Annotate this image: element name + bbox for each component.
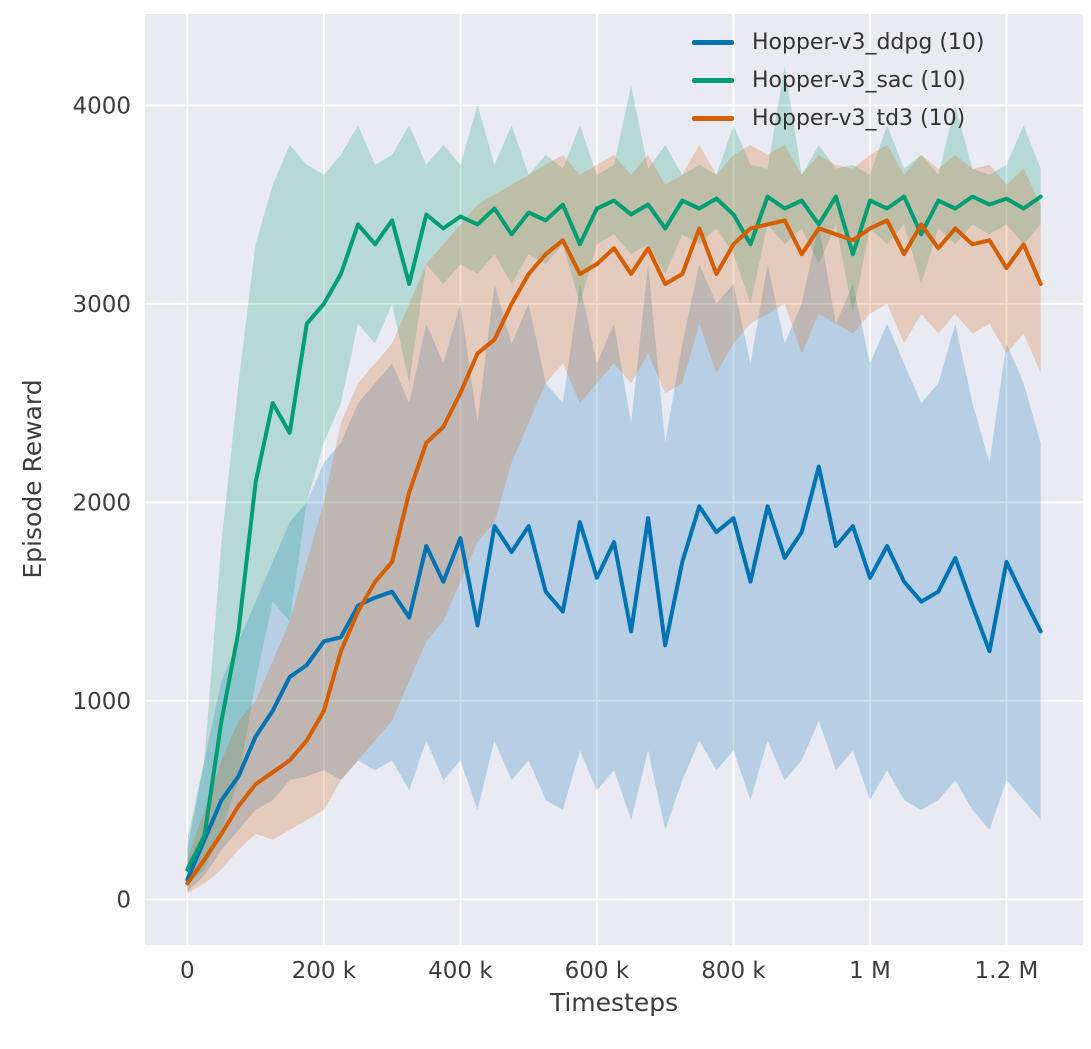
y-tick-label: 3000: [72, 292, 131, 318]
x-tick-label: 600 k: [565, 958, 630, 984]
legend-label-td3: Hopper-v3_td3 (10): [752, 106, 966, 131]
y-axis-label: Episode Reward: [18, 379, 47, 579]
y-tick-label: 1000: [72, 689, 131, 715]
plot-area: [145, 14, 1083, 945]
legend-line-swatch-sac: [692, 78, 734, 83]
x-tick-label: 800 k: [701, 958, 766, 984]
legend-item-td3: Hopper-v3_td3 (10): [692, 106, 984, 131]
legend-label-ddpg: Hopper-v3_ddpg (10): [752, 30, 985, 55]
series-line: [185, 194, 1043, 872]
x-tick-label: 1 M: [849, 958, 891, 984]
x-tick-label: 1.2 M: [975, 958, 1039, 984]
series-line: [185, 464, 1043, 882]
legend-label-sac: Hopper-v3_sac (10): [752, 68, 966, 93]
x-tick-label: 0: [180, 958, 195, 984]
series-line: [185, 218, 1043, 886]
x-tick-label: 400 k: [428, 958, 493, 984]
y-tick-label: 4000: [72, 93, 131, 119]
y-tick-label: 2000: [72, 490, 131, 516]
confidence-band: [187, 65, 1041, 884]
legend-item-ddpg: Hopper-v3_ddpg (10): [692, 30, 984, 55]
legend-line-swatch-td3: [692, 116, 734, 121]
legend-item-sac: Hopper-v3_sac (10): [692, 68, 984, 93]
y-tick-label: 0: [116, 887, 131, 913]
confidence-band: [187, 224, 1041, 892]
x-axis-label: Timesteps: [549, 988, 679, 1017]
x-tick-label: 200 k: [292, 958, 357, 984]
legend: Hopper-v3_ddpg (10) Hopper-v3_sac (10) H…: [692, 30, 984, 131]
legend-line-swatch-ddpg: [692, 40, 734, 45]
confidence-band: [187, 145, 1041, 894]
